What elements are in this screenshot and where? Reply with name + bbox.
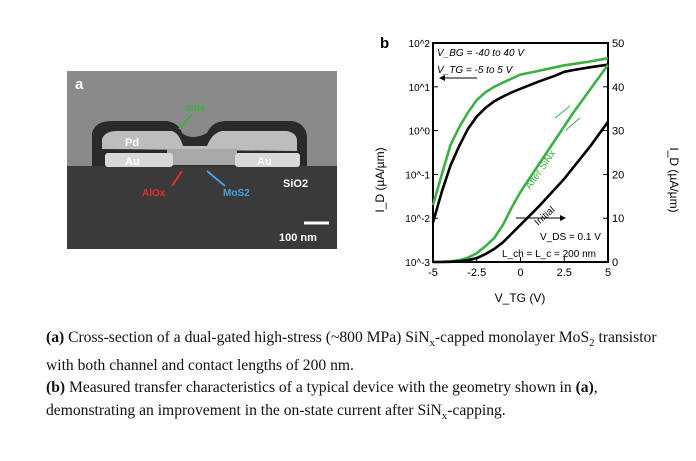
- caption-a-text: Cross-section of a dual-gated high-stres…: [64, 329, 430, 346]
- y-right-tick-label: 10: [612, 213, 624, 225]
- x-tick-label: 5: [605, 267, 611, 279]
- initial-right-curve: [433, 121, 610, 264]
- figure-caption: (a) Cross-section of a dual-gated high-s…: [46, 327, 666, 427]
- vds-annotation: V_DS = 0.1 V: [540, 232, 601, 243]
- x-label: V_TG (V): [495, 291, 546, 305]
- y-left-tick-label: 10^-1: [405, 170, 430, 181]
- y-right-tick-label: 30: [612, 126, 624, 138]
- x-tick-label: -2.5: [467, 267, 486, 279]
- caption-b-text: -capping.: [447, 401, 506, 419]
- length-annotation: L_ch = L_c = 200 nm: [502, 249, 596, 260]
- tem-cross-section-image: a SiNx Pd Au Au AlOx MoS2 SiO2 100 nm: [67, 71, 337, 249]
- caption-sub: x: [441, 409, 448, 422]
- mos2-arrow: [206, 170, 226, 187]
- caption-b-tag: (b): [46, 379, 66, 397]
- y-left-tick-label: 10^-2: [405, 214, 430, 225]
- vtg-annotation: V_TG = -5 to 5 V: [437, 65, 514, 76]
- alox-arrow: [171, 170, 183, 187]
- caption-a-tag: (a): [46, 329, 65, 346]
- sinx-label: SiNx: [185, 103, 205, 113]
- vbg-annotation: V_BG = -40 to 40 V: [437, 48, 525, 59]
- caption-a-text: transistor with both channel and contact…: [46, 329, 657, 374]
- initial-left-curve: [431, 63, 609, 223]
- panel-a-label: a: [75, 76, 84, 93]
- y-left-label: I_D (µA/µm): [373, 147, 387, 212]
- pd-label: Pd: [125, 137, 139, 149]
- y-left-tick-label: 10^0: [409, 127, 431, 138]
- y-right-label: I_D (µA/µm): [667, 147, 680, 212]
- y-right-tick-label: 40: [612, 82, 624, 94]
- sinx-arrow: [178, 113, 193, 130]
- caption-sub: x: [429, 337, 435, 350]
- alox-label: AlOx: [142, 188, 166, 199]
- mos2-label: MoS2: [223, 188, 250, 199]
- after-sinx-label: After SiNx: [523, 149, 558, 192]
- y-right-tick-label: 50: [612, 38, 624, 50]
- sweep-up-arrow: [554, 105, 571, 119]
- caption-sub: 2: [589, 337, 595, 350]
- panel-b-label: b: [380, 35, 389, 52]
- transfer-characteristics-chart: -5 -2.5 0 2.5 5 10^-3 10^-2 10^-1 10^0 10^1 10^2 0 1…: [373, 35, 680, 305]
- y-left-tick-label: 10^2: [409, 39, 431, 50]
- sio2-label: SiO2: [283, 178, 308, 190]
- au-left-label: Au: [125, 156, 140, 168]
- sweep-down-arrow: [565, 117, 581, 131]
- y-left-tick-label: 10^1: [409, 83, 431, 94]
- caption-b-text: Measured transfer characteristics of a t…: [65, 379, 576, 397]
- x-tick-label: -5: [428, 267, 438, 279]
- x-tick-label: 2.5: [557, 267, 572, 279]
- after-sinx-left-curve: [431, 56, 609, 206]
- y-left-tick-label: 10^-3: [405, 258, 430, 269]
- caption-a-text: -capped monolayer MoS: [434, 329, 590, 346]
- y-right-tick-label: 20: [612, 169, 624, 181]
- caption-b-text: , demonstrating an improvement in the on…: [46, 379, 598, 419]
- x-tick-label: 0: [517, 267, 523, 279]
- scale-bar-label: 100 nm: [279, 232, 317, 244]
- caption-b-ref: (a): [575, 379, 594, 397]
- y-right-tick-label: 0: [612, 257, 618, 269]
- au-right-label: Au: [257, 156, 272, 168]
